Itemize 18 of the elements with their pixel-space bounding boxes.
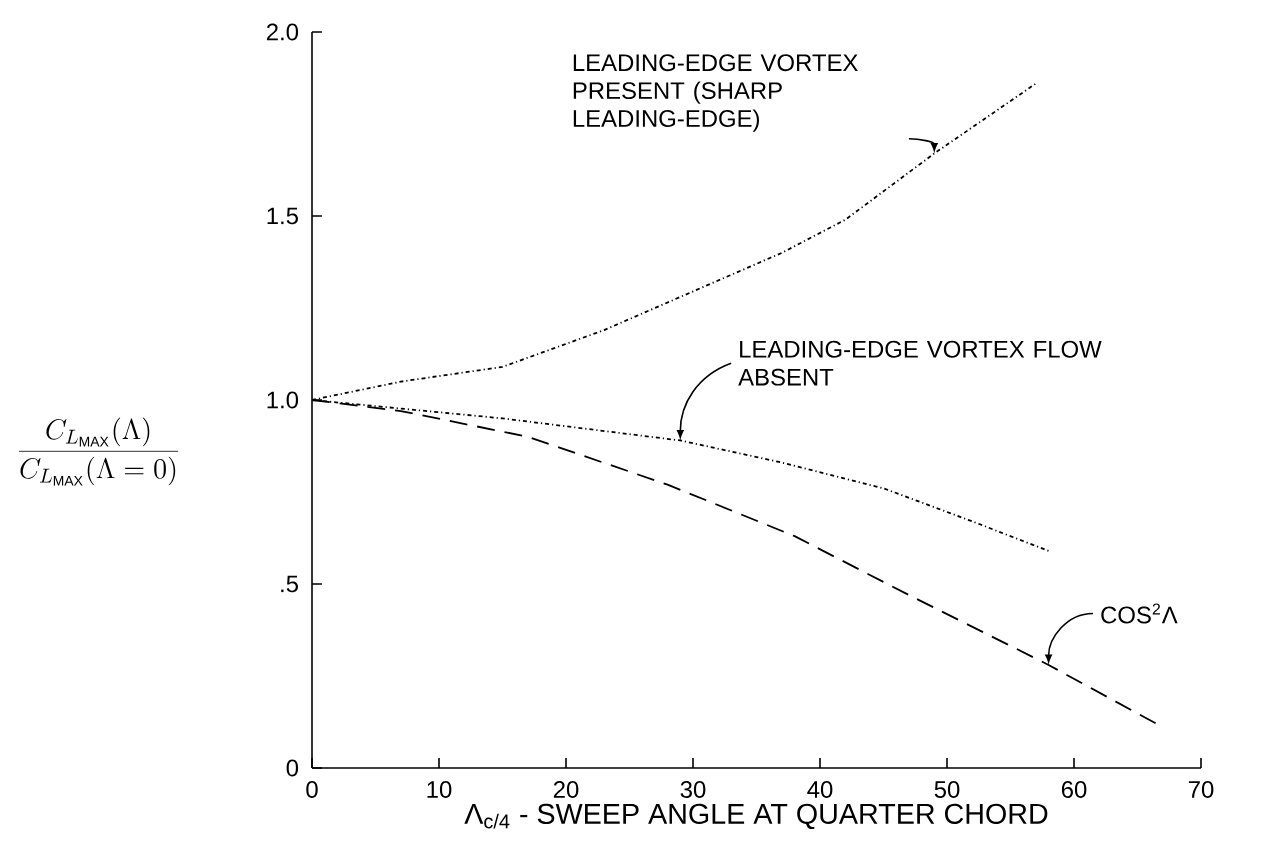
x-tick-label: 50: [934, 781, 960, 798]
y-tick-label: 0: [286, 759, 299, 777]
y-axis-title: $\frac{C_{L_{\mathrm{MAX}}}(\Lambda)}{C_{L_{\mathrm{MAX}}}(\Lambda=0)}$: [19, 417, 179, 486]
x-tick-label: 10: [427, 781, 452, 798]
x-tick-label: 40: [807, 781, 833, 798]
text: LEADING-EDGE VORTEX PRESENT (SHARP LEADING-EDGE): [573, 54, 858, 132]
text: COS$^{2}$Λ: [1101, 603, 1178, 624]
text: LEADING-EDGE VORTEX FLOW ABSENT: [738, 340, 1102, 386]
x-axis-title: Λ$_{c/4}$ - SWEEP ANGLE AT QUARTER CHORD: [464, 803, 1048, 830]
x-tick-label: 20: [553, 781, 579, 798]
y-tick-label: 2.0: [266, 23, 299, 41]
x-tick-label: 30: [680, 781, 706, 798]
x-tick-label: 60: [1061, 781, 1087, 798]
x-tick-label: 70: [1188, 781, 1214, 798]
y-tick-label: 1.0: [267, 391, 299, 409]
x-tick-label: 0: [306, 781, 318, 798]
y-tick-label: 1.5: [267, 207, 298, 225]
y-tick-label: .5: [281, 575, 298, 593]
